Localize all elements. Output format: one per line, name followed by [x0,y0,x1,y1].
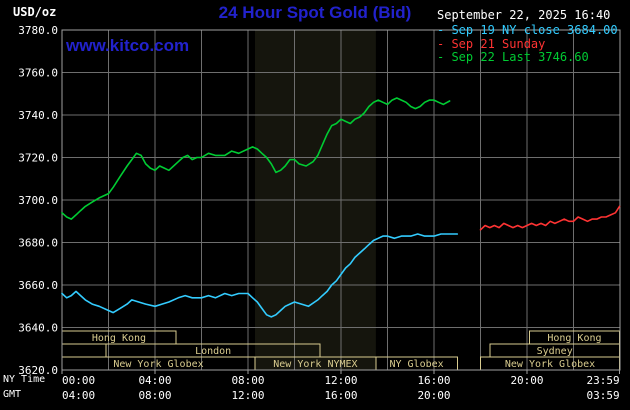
x-tick-ny-label: 20:00 [510,374,543,387]
x-tick-ny-label: 04:00 [138,374,171,387]
legend-item-sep22: - Sep 22 Last 3746.60 [437,50,589,64]
session-label: Hong Kong [547,333,601,344]
legend-item-sep19: - Sep 19 NY close 3684.00 [437,23,618,37]
kitco-watermark-link[interactable]: www.kitco.com [66,36,190,55]
y-tick-label: 3660.0 [18,279,58,292]
session-label: New York Globex [113,359,203,370]
y-tick-label: 3700.0 [18,194,58,207]
y-tick-label: 3720.0 [18,152,58,165]
x-tick-gmt-label: 12:00 [231,389,264,402]
x-tick-gmt-label: 03:59 [586,389,619,402]
session-label: Sydney [537,346,573,357]
y-tick-label: 3760.0 [18,67,58,80]
y-tick-label: 3640.0 [18,322,58,335]
x-tick-ny-label: 12:00 [324,374,357,387]
datetime-stamp: September 22, 2025 16:40 [437,8,611,22]
ny-time-axis-caption: NY Time [3,374,46,385]
x-tick-ny-label: 00:00 [62,374,95,387]
y-tick-label: 3780.0 [18,24,58,37]
chart-title: 24 Hour Spot Gold (Bid) [218,3,412,22]
x-tick-gmt-label: 04:00 [62,389,95,402]
gmt-axis-caption: GMT [3,389,22,400]
legend-item-sep21: - Sep 21 Sunday [437,36,546,51]
y-axis-units-label: USD/oz [13,5,57,19]
session-label: Hong Kong [92,333,146,344]
y-tick-label: 3680.0 [18,237,58,250]
x-tick-ny-label: 08:00 [231,374,264,387]
session-label: New York Globex [505,359,595,370]
series-sep22 [61,97,451,220]
x-tick-ny-label: 16:00 [417,374,450,387]
x-tick-gmt-label: 20:00 [417,389,450,402]
x-tick-gmt-label: 16:00 [324,389,357,402]
x-tick-ny-label: 23:59 [586,374,619,387]
x-tick-gmt-label: 08:00 [138,389,171,402]
session-label: New York NYMEX [273,359,357,370]
series-sep19 [61,233,459,318]
series-sep21 [479,205,621,231]
y-tick-label: 3620.0 [18,364,58,377]
session-label: NY Globex [389,359,443,370]
legend: - Sep 19 NY close 3684.00- Sep 21 Sunday… [437,23,618,65]
y-tick-label: 3740.0 [18,109,58,122]
session-label: London [195,346,231,357]
